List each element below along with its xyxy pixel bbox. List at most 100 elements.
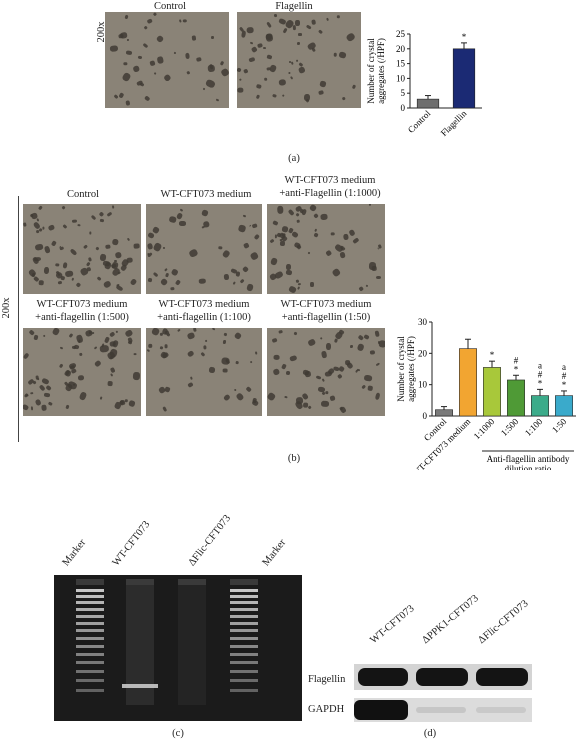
crystal-aggregate (153, 72, 157, 76)
crystal-aggregate (105, 244, 112, 250)
crystal-aggregate (186, 70, 191, 76)
y-axis-label-line2: aggregates (/HPF) (376, 38, 386, 104)
crystal-aggregate (41, 377, 50, 385)
crystal-aggregate (281, 363, 287, 370)
image-label-b4: WT-CFT073 medium +anti-flagellin (1:500) (18, 298, 146, 324)
ladder-band (230, 615, 258, 618)
crystal-aggregate (65, 404, 70, 409)
crystal-aggregate (71, 345, 76, 350)
crystal-aggregate (287, 209, 295, 217)
crystal-aggregate (232, 281, 236, 285)
crystal-aggregate (61, 205, 66, 210)
crystal-aggregate (125, 99, 131, 106)
crystal-aggregate (59, 246, 65, 251)
ladder-band (230, 653, 258, 656)
crystal-aggregate (321, 401, 330, 408)
crystal-aggregate (278, 78, 287, 86)
crystal-aggregate (42, 334, 47, 338)
crystal-aggregate (223, 273, 229, 280)
crystal-aggregate (38, 205, 43, 211)
image-label-b5-line1: WT-CFT073 medium (158, 299, 250, 310)
crystal-aggregate (295, 212, 300, 218)
crystal-aggregate (127, 340, 133, 345)
micrograph-b3 (267, 204, 385, 294)
crystal-aggregate (272, 93, 277, 98)
bar (555, 395, 573, 417)
image-label-b1-line1: Control (66, 189, 100, 200)
crystal-aggregate (23, 403, 30, 411)
significance-marker: a (538, 360, 542, 370)
crystal-aggregate (176, 212, 184, 221)
crystal-aggregate (164, 268, 168, 271)
crystal-aggregate (159, 351, 168, 360)
crystal-aggregate (178, 19, 182, 23)
crystal-aggregate (294, 20, 300, 26)
crystal-aggregate (362, 334, 370, 341)
crystal-aggregate (288, 285, 297, 294)
crystal-aggregate (256, 83, 262, 89)
y-tick-label: 5 (401, 88, 406, 98)
crystal-aggregate (363, 374, 373, 382)
gel-lane-label-marker-right: Marker (260, 537, 289, 569)
crystal-aggregate (297, 282, 302, 285)
crystal-aggregate (237, 67, 243, 73)
crystal-aggregate (249, 360, 253, 364)
crystal-aggregate (324, 370, 333, 378)
gel-lane-label-marker-left: Marker (60, 537, 89, 569)
crystal-aggregate (313, 228, 318, 233)
crystal-aggregate (133, 243, 140, 249)
crystal-aggregate (264, 77, 268, 82)
crystal-aggregate (255, 351, 258, 355)
y-tick-label: 20 (418, 348, 428, 358)
crystal-aggregate (201, 220, 210, 228)
flagellin-band (416, 668, 468, 686)
crystal-aggregate (178, 221, 186, 227)
western-lane-label-dflic: ΔFlic-CFT073 (476, 598, 531, 647)
crystal-aggregate (83, 244, 89, 250)
crystal-aggregate (251, 223, 258, 229)
crystal-aggregate (248, 224, 252, 227)
crystal-aggregate (339, 251, 347, 259)
crystal-aggregate (147, 242, 153, 250)
western-row-label-flagellin: Flagellin (308, 674, 346, 685)
crystal-aggregate (173, 51, 177, 54)
crystal-aggregate (234, 331, 243, 340)
crystal-aggregate (220, 357, 230, 365)
crystal-aggregate (114, 260, 118, 263)
crystal-aggregate (196, 57, 202, 62)
crystal-aggregate (156, 55, 164, 64)
bar (507, 379, 525, 417)
micrograph-flagellin-a (237, 12, 361, 108)
image-label-b4-line2: +anti-flagellin (1:500) (35, 312, 129, 323)
y-tick-label: 30 (418, 317, 428, 327)
crystal-aggregate (71, 219, 77, 223)
y-tick-label: 10 (418, 380, 428, 390)
crystal-aggregate (215, 98, 219, 102)
crystal-aggregate (246, 283, 255, 293)
crystal-aggregate (319, 80, 327, 88)
crystal-aggregate (58, 362, 64, 368)
crystal-aggregate (235, 392, 245, 402)
crystal-aggregate (121, 71, 132, 82)
ladder-band (76, 595, 104, 598)
crystal-aggregate (242, 242, 250, 249)
crystal-aggregate (102, 280, 112, 290)
gel-lane-label-wt: WT-CFT073 (110, 519, 153, 569)
crystal-aggregate (286, 370, 291, 376)
significance-marker: * (490, 350, 495, 360)
crystal-aggregate (38, 280, 45, 286)
ladder-band (230, 689, 258, 692)
crystal-aggregate (237, 224, 247, 233)
crystal-aggregate (317, 29, 323, 35)
crystal-aggregate (152, 225, 161, 234)
crystal-aggregate (108, 330, 116, 338)
panel-label-d: (d) (423, 728, 437, 739)
image-label-b3-line1: WT-CFT073 medium (284, 175, 376, 186)
image-label-b6: WT-CFT073 medium +anti-flagellin (1:50) (264, 298, 388, 324)
crystal-aggregate (29, 391, 33, 394)
crystal-aggregate (250, 46, 258, 54)
ladder-band (230, 670, 258, 673)
significance-marker: * (514, 364, 519, 374)
gel-lane-label-dflic: ΔFlic-CFT073 (186, 513, 234, 569)
crystal-aggregate (130, 278, 138, 286)
